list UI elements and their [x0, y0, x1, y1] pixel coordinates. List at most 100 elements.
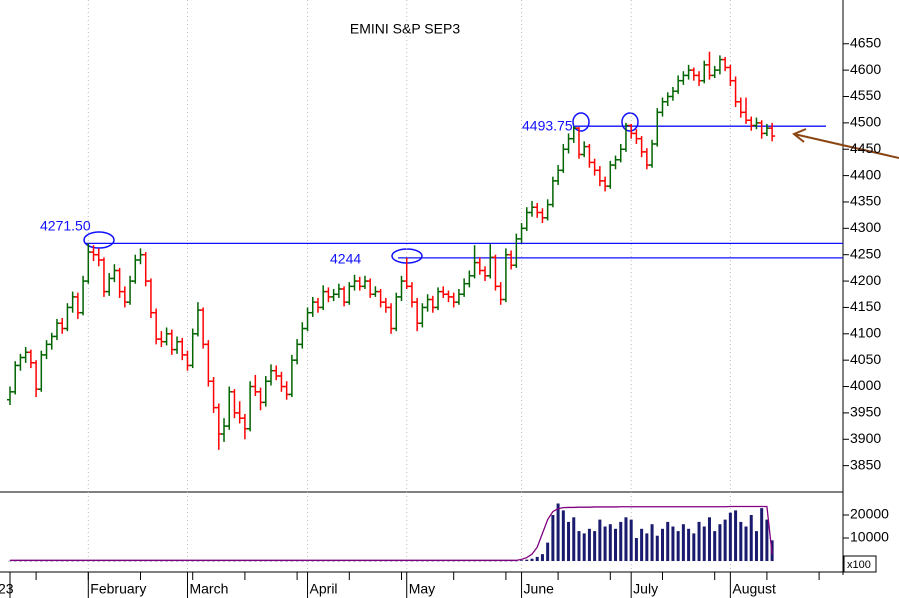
volume-bar [133, 560, 137, 562]
volume-bar [45, 560, 49, 562]
volume-bar [661, 528, 664, 562]
volume-bar [55, 560, 59, 562]
y2-tick-label: 20000 [850, 506, 889, 522]
volume-bar [405, 560, 409, 562]
volume-bar [760, 508, 764, 562]
y-tick-label: 4050 [850, 351, 881, 367]
volume-bar [567, 521, 571, 562]
volume-bar [264, 560, 268, 562]
volume-bar [65, 560, 69, 562]
volume-bar [373, 560, 377, 562]
volume-bar [253, 560, 257, 562]
volume-bar [368, 560, 372, 562]
volume-bar [535, 556, 539, 562]
volume-bar [587, 528, 591, 562]
volume-bar [102, 560, 106, 562]
volume-bar [248, 560, 252, 562]
volume-bar [520, 560, 524, 562]
volume-bar [159, 560, 163, 562]
volume-bar [655, 535, 659, 562]
volume-bar [707, 517, 711, 562]
volume-bar [744, 526, 748, 562]
volume-bar [452, 560, 456, 562]
y2-tick-label: 10000 [850, 529, 889, 545]
volume-bar [415, 560, 419, 562]
y-tick-label: 4400 [850, 166, 881, 182]
x-tick-label: February [90, 581, 146, 597]
volume-bar [212, 560, 216, 562]
volume-bar [478, 560, 482, 562]
volume-bar [311, 560, 315, 562]
volume-bar [509, 560, 513, 562]
y-tick-label: 4450 [850, 140, 881, 156]
y-tick-label: 3900 [850, 430, 881, 446]
volume-bar [551, 515, 555, 562]
chart-title: EMINI S&P SEP3 [350, 21, 460, 37]
volume-bar [227, 560, 231, 562]
volume-bar [624, 517, 628, 562]
volume-bar [306, 560, 310, 562]
volume-bar [525, 559, 529, 562]
volume-bar [149, 560, 153, 562]
volume-bar [499, 560, 503, 562]
volume-bar [358, 560, 362, 562]
x-tick-label: March [189, 581, 228, 597]
arrow-head [792, 128, 807, 143]
volume-bar [572, 517, 576, 562]
volume-unit: x100 [847, 559, 871, 571]
volume-bar [483, 560, 487, 562]
volume-bar [379, 560, 383, 562]
volume-bar [290, 560, 294, 562]
volume-bar [645, 533, 649, 562]
y-tick-label: 4650 [850, 34, 881, 50]
volume-bar [488, 560, 492, 562]
volume-bar [332, 560, 336, 562]
volume-bar [603, 526, 607, 562]
volume-bar [222, 560, 226, 562]
volume-bar [467, 560, 471, 562]
x-tick-label: July [633, 581, 658, 597]
volume-bar [144, 560, 148, 562]
y-tick-label: 4550 [850, 87, 881, 103]
arrow-shaft [793, 133, 899, 159]
volume-bar [530, 558, 534, 562]
volume-bar [123, 560, 127, 562]
volume-bar [112, 560, 116, 562]
volume-bar [441, 560, 445, 562]
volume-bar [97, 560, 101, 562]
volume-bar [347, 560, 351, 562]
volume-bar [86, 560, 90, 562]
volume-bar [175, 560, 179, 562]
volume-bar [92, 560, 96, 562]
volume-bar [650, 524, 654, 562]
volume-bar [60, 560, 64, 562]
volume-bar [713, 531, 717, 562]
volume-bar [546, 542, 550, 562]
y-tick-label: 3850 [850, 456, 881, 472]
volume-bar [629, 519, 633, 562]
volume-bar [608, 524, 612, 562]
volume-bar [238, 560, 242, 562]
y-tick-label: 4300 [850, 219, 881, 235]
volume-bar [681, 524, 685, 562]
volume-bar [185, 560, 189, 562]
volume-bar [687, 528, 691, 562]
volume-bar [765, 519, 769, 562]
volume-bar [34, 560, 38, 562]
volume-bar [154, 560, 158, 562]
volume-bar [118, 560, 122, 562]
volume-bar [436, 560, 440, 562]
volume-bar [196, 560, 200, 562]
level-label: 4271.50 [40, 218, 91, 234]
arrow [792, 128, 899, 159]
level-label: 4244 [330, 251, 361, 267]
volume-bar [326, 560, 330, 562]
volume-bar [734, 510, 738, 562]
y-tick-label: 4150 [850, 298, 881, 314]
ellipse [83, 231, 115, 249]
volume-bar [582, 533, 586, 562]
volume-bar [316, 560, 320, 562]
y-tick-label: 4100 [850, 325, 881, 341]
y-tick-label: 4000 [850, 377, 881, 393]
volume-bar [431, 560, 435, 562]
